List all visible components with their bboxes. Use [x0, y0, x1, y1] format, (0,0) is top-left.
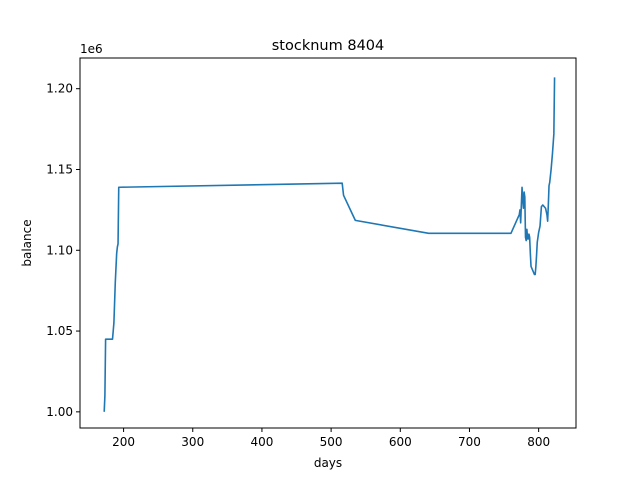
x-tick-label: 400 — [250, 435, 273, 449]
series-line-0 — [103, 77, 556, 412]
y-offset-text: 1e6 — [80, 42, 103, 56]
y-axis-label: balance — [20, 219, 34, 266]
y-tick-label: 1.10 — [46, 243, 73, 257]
y-tick-label: 1.15 — [46, 162, 73, 176]
y-tick-label: 1.00 — [46, 405, 73, 419]
y-tick-label: 1.20 — [46, 82, 73, 96]
y-tick-label: 1.05 — [46, 324, 73, 338]
axes-frame — [79, 57, 577, 429]
chart-title: stocknum 8404 — [272, 38, 385, 54]
x-axis-label: days — [314, 456, 342, 470]
x-tick-label: 600 — [389, 435, 412, 449]
x-tick-label: 700 — [458, 435, 481, 449]
axis-ticks: 200 300 400 500 600 700 800 1.00 1.05 1.10 1.15 1.2… — [46, 82, 550, 449]
x-tick-label: 500 — [320, 435, 343, 449]
x-tick-label: 300 — [181, 435, 204, 449]
x-tick-label: 800 — [527, 435, 550, 449]
plot-area — [103, 77, 556, 412]
x-tick-label: 200 — [112, 435, 135, 449]
